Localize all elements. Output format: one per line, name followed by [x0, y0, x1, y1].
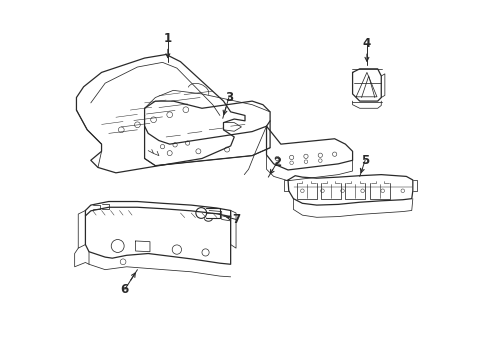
Text: 6: 6	[121, 283, 129, 296]
Text: 1: 1	[164, 32, 172, 45]
Text: 4: 4	[363, 37, 371, 50]
Text: 3: 3	[225, 91, 233, 104]
Text: 7: 7	[232, 213, 240, 226]
Text: 2: 2	[273, 156, 281, 168]
Text: 5: 5	[361, 154, 369, 167]
